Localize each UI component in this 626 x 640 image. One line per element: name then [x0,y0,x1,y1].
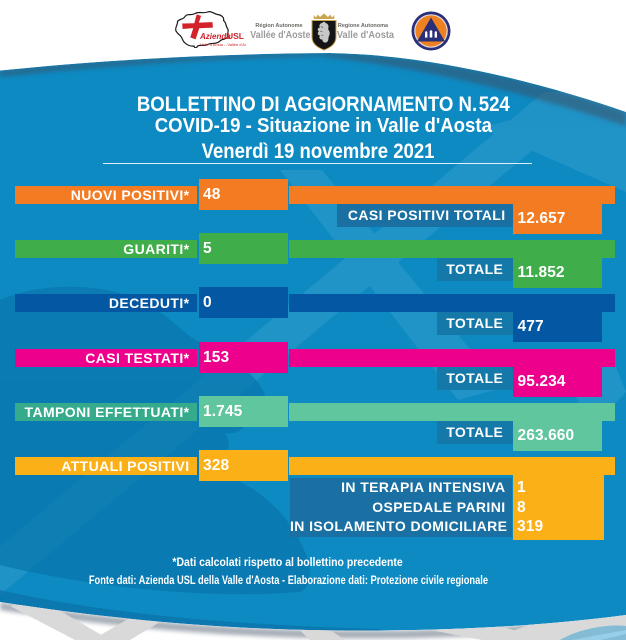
svg-text:USL: USL [227,31,244,41]
svg-text:Azienda: Azienda [199,32,231,41]
svg-text:Valle d'Aosta – Vallée d'Aoste: Valle d'Aosta – Vallée d'Aoste [200,42,246,47]
